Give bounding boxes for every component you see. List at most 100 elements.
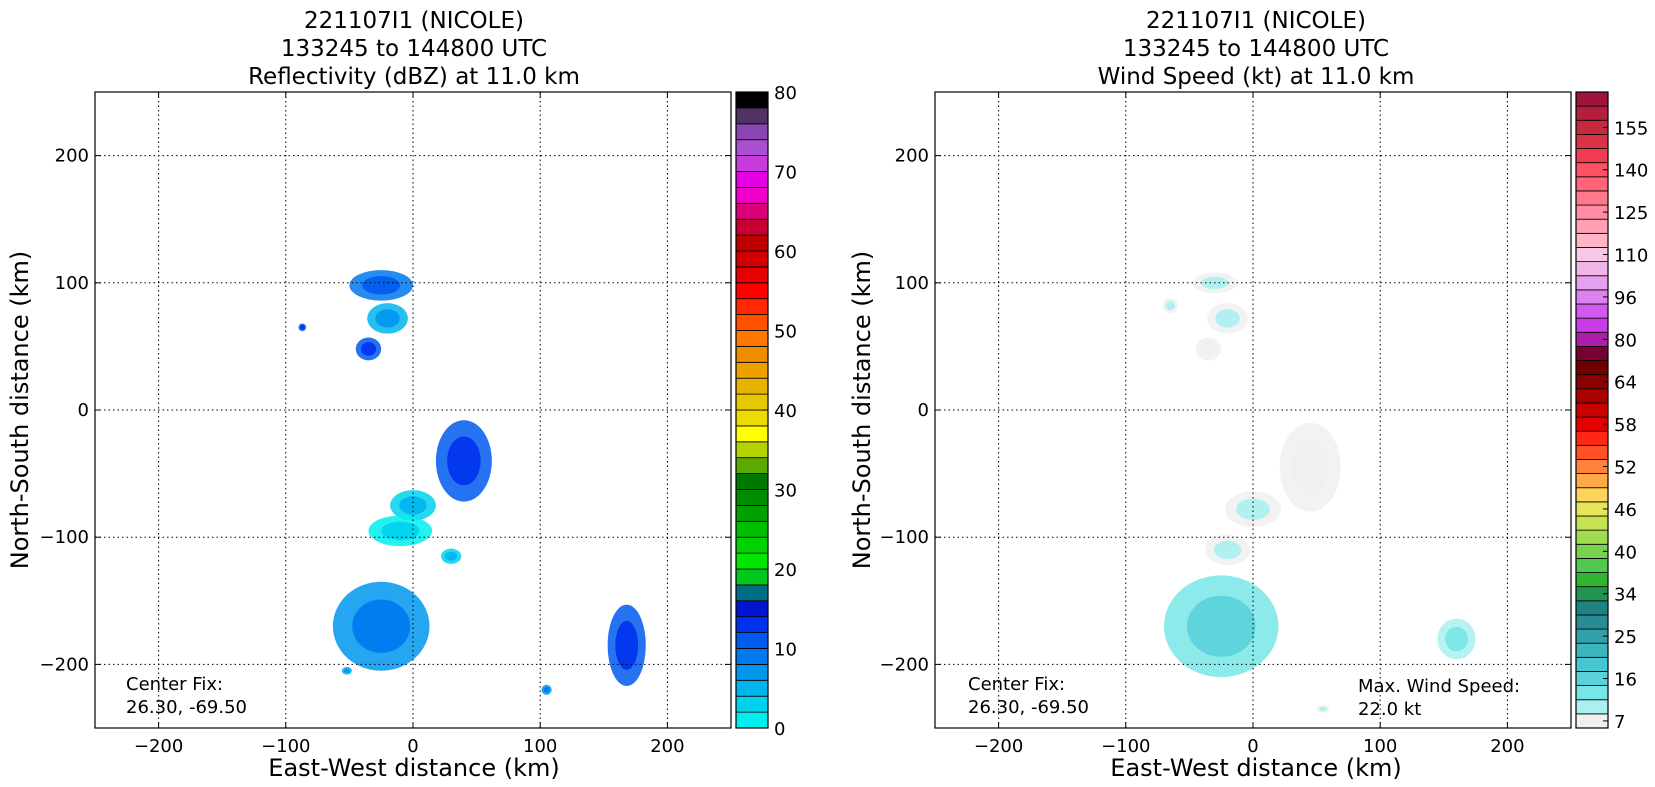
left-colorbar-tick-label: 0 (774, 719, 785, 740)
left-colorbar-tick-label: 20 (774, 560, 797, 581)
right-echo-core (1291, 440, 1329, 494)
right-xlabel: East-West distance (km) (1110, 754, 1401, 782)
right-colorbar-tick-label: 96 (1614, 288, 1637, 309)
left-echo-core (352, 599, 411, 653)
left-colorbar-tick-label: 10 (774, 640, 797, 661)
left-colorbar-tick-label: 70 (774, 163, 797, 184)
right-colorbar-segment (1575, 275, 1609, 291)
right-colorbar-segment (1575, 176, 1609, 192)
left-colorbar-segment (735, 679, 769, 697)
right-y-tick-label: −200 (880, 654, 929, 675)
left-colorbar-segment (735, 695, 769, 713)
right-colorbar-tick-label: 16 (1614, 670, 1637, 691)
left-echo-core (399, 496, 427, 515)
max-wind-label: Max. Wind Speed: (1358, 676, 1520, 697)
right-colorbar-segment (1575, 105, 1609, 121)
left-xlabel: East-West distance (km) (268, 754, 559, 782)
reflectivity-colorbar: 0 10 20 30 40 50 60 70 80 (735, 83, 797, 740)
right-colorbar-segment (1575, 656, 1609, 672)
left-colorbar-segment (735, 361, 769, 379)
left-colorbar-segment (735, 457, 769, 475)
right-colorbar-tick-label: 155 (1614, 118, 1648, 139)
right-x-tick-label: 100 (1363, 736, 1397, 757)
left-title-line3: Reflectivity (dBZ) at 11.0 km (248, 64, 580, 90)
left-colorbar-segment (735, 345, 769, 363)
reflectivity-panel: 221107I1 (NICOLE) 133245 to 144800 UTC R… (6, 8, 797, 782)
right-echo-core (1319, 706, 1327, 712)
left-colorbar-segment (735, 489, 769, 506)
left-colorbar-tick-label: 40 (774, 401, 797, 422)
right-colorbar-frame (1575, 91, 1609, 729)
left-colorbar-segment (735, 107, 769, 125)
right-colorbar-segment (1575, 529, 1609, 545)
right-colorbar-tick-label: 25 (1614, 627, 1637, 648)
max-wind-value: 22.0 kt (1358, 699, 1421, 720)
left-colorbar-segment (735, 648, 769, 665)
left-echo-core (362, 276, 401, 295)
left-colorbar-segment (735, 234, 769, 252)
right-colorbar-segment (1575, 317, 1609, 333)
left-colorbar-segment (735, 282, 769, 300)
right-colorbar-segment (1575, 473, 1609, 489)
right-x-tick-label: −100 (1101, 736, 1150, 757)
left-echo-core (615, 620, 639, 670)
left-colorbar-segment (735, 664, 769, 681)
right-colorbar-segment (1575, 600, 1609, 616)
right-x-tick-label: −200 (974, 736, 1023, 757)
reflectivity-plot-area: −200 −100 0 100 200 −200 −100 0 100 200 (40, 91, 732, 757)
right-center-fix-label: Center Fix: (968, 674, 1065, 695)
left-colorbar-segment (735, 298, 769, 316)
left-title-line2: 133245 to 144800 UTC (281, 36, 547, 62)
left-colorbar-segment (735, 186, 769, 204)
right-colorbar-segment (1575, 133, 1609, 149)
left-x-tick-label: 100 (523, 736, 557, 757)
right-center-fix-value: 26.30, -69.50 (968, 697, 1089, 718)
left-colorbar-segment (735, 520, 769, 538)
right-colorbar-segment (1575, 232, 1609, 248)
left-echo-core (360, 342, 377, 356)
right-colorbar-segment (1575, 685, 1609, 701)
left-echo-core (343, 668, 350, 674)
left-colorbar-segment (735, 171, 769, 188)
right-colorbar-segment (1575, 345, 1609, 361)
left-colorbar-segment (735, 441, 769, 459)
left-title-line1: 221107I1 (NICOLE) (304, 8, 524, 34)
right-colorbar-segment (1575, 699, 1609, 715)
right-colorbar-segment (1575, 360, 1609, 376)
left-colorbar-segment (735, 155, 769, 172)
left-colorbar-tick-label: 50 (774, 322, 797, 343)
right-colorbar-tick-label: 52 (1614, 458, 1637, 479)
right-colorbar-segment (1575, 190, 1609, 206)
left-colorbar-segment (735, 218, 769, 236)
right-y-tick-label: 100 (895, 273, 929, 294)
right-colorbar-tick-label: 7 (1614, 712, 1625, 733)
left-center-fix-label: Center Fix: (126, 674, 223, 695)
right-title-line1: 221107I1 (NICOLE) (1146, 8, 1366, 34)
left-colorbar-segment (735, 393, 769, 411)
left-colorbar-segment (735, 425, 769, 443)
right-colorbar-segment (1575, 558, 1609, 573)
left-colorbar-segment (735, 600, 769, 618)
left-colorbar-segment (735, 504, 769, 522)
left-colorbar-segment (735, 91, 769, 109)
left-colorbar-segment (735, 123, 769, 141)
left-colorbar-segment (735, 568, 769, 586)
right-colorbar-segment (1575, 303, 1609, 319)
left-echo-core (381, 521, 420, 540)
left-colorbar-tick-label: 60 (774, 242, 797, 263)
left-colorbar-segment (735, 202, 769, 220)
right-title-line3: Wind Speed (kt) at 11.0 km (1098, 64, 1415, 90)
right-title-line2: 133245 to 144800 UTC (1123, 36, 1389, 62)
left-x-tick-label: −100 (261, 736, 310, 757)
left-y-tick-label: −100 (40, 527, 89, 548)
right-colorbar-segment (1575, 388, 1609, 404)
left-echo-core (447, 436, 481, 486)
right-echo-core (1213, 540, 1242, 560)
right-colorbar-segment (1575, 642, 1609, 658)
right-colorbar-tick-label: 64 (1614, 373, 1637, 394)
left-colorbar-tick-label: 30 (774, 481, 797, 502)
left-colorbar-segment (735, 632, 769, 649)
right-echo-core (1200, 342, 1217, 356)
left-echo-core (445, 551, 458, 561)
